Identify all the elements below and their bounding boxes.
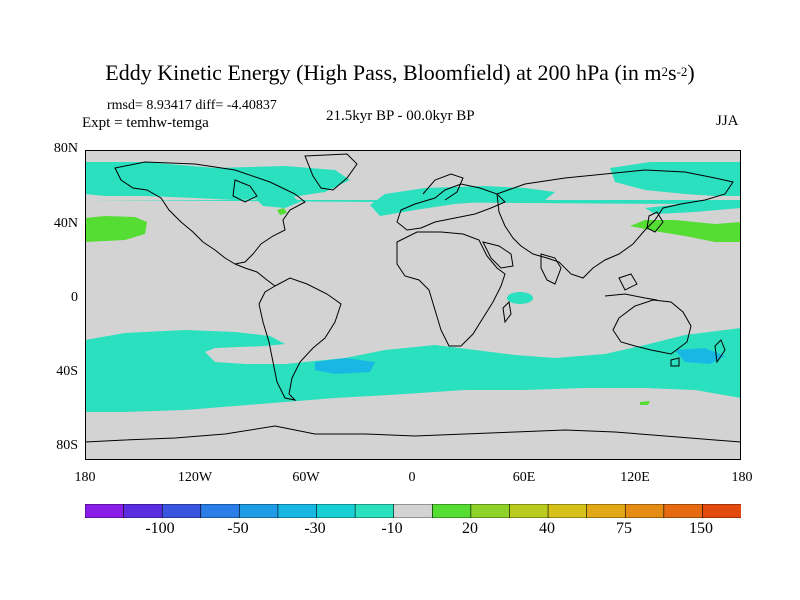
- colorbar-label-neg30: -30: [304, 520, 326, 537]
- map-frame: [85, 150, 741, 460]
- coast-madagascar: [502, 300, 512, 324]
- colorbar: [85, 504, 741, 518]
- coast-south-america: [258, 277, 342, 401]
- coast-greenland: [304, 153, 358, 191]
- period-label: 21.5kyr BP - 00.0kyr BP: [326, 108, 475, 124]
- stats-text: rmsd= 8.93417 diff= -4.40837: [107, 98, 277, 113]
- colorbar-label-neg100: -100: [145, 520, 175, 537]
- strong-patch-australia-south: [675, 348, 725, 364]
- coast-new-zealand: [714, 339, 726, 364]
- band-north-america-arctic: [85, 162, 350, 200]
- lon-label-0: 0: [408, 470, 416, 485]
- strong-patch-south-pacific: [315, 358, 375, 374]
- coast-asia: [496, 169, 734, 279]
- coast-scandinavia: [422, 173, 464, 201]
- coast-australia: [612, 299, 692, 355]
- season-label: JJA: [716, 113, 739, 129]
- coastlines: [85, 153, 741, 443]
- lon-label-60e: 60E: [512, 470, 536, 485]
- lat-label-80s: 80S: [56, 438, 78, 453]
- coast-tasmania: [670, 357, 680, 367]
- coast-arabia: [482, 241, 514, 269]
- colorbar-swatch: [663, 504, 704, 518]
- lon-label-180e: 180: [731, 470, 753, 485]
- coast-africa: [396, 231, 506, 347]
- lat-label-eq: 0: [71, 290, 78, 305]
- lon-label-180w: 180: [74, 470, 96, 485]
- title-main: Eddy Kinetic Energy (High Pass, Bloomfie…: [105, 60, 662, 85]
- colorbar-swatch: [277, 504, 318, 518]
- coast-japan: [646, 211, 664, 233]
- coast-indonesia: [604, 293, 658, 301]
- title-close: ): [687, 60, 695, 85]
- colorbar-swatch: [200, 504, 241, 518]
- coast-central-america: [234, 263, 276, 287]
- title-exp2: -2: [676, 64, 688, 79]
- figure-title: Eddy Kinetic Energy (High Pass, Bloomfie…: [0, 60, 800, 86]
- lon-label-120w: 120W: [177, 470, 213, 485]
- colorbar-label-75: 75: [616, 520, 632, 537]
- coast-borneo: [618, 273, 638, 291]
- lon-label-60w: 60W: [292, 470, 320, 485]
- experiment-label: Expt = temhw-temga: [82, 115, 209, 131]
- lat-label-40s: 40S: [56, 364, 78, 379]
- patch-south-atlantic: [507, 292, 533, 304]
- neg-patch-north-pacific-west: [85, 216, 147, 242]
- colorbar-swatch: [316, 504, 356, 518]
- colorbar-swatch: [547, 504, 588, 518]
- band-southern-ocean: [85, 328, 741, 412]
- colorbar-label-neg50: -50: [227, 520, 249, 537]
- colorbar-swatch: [123, 504, 163, 518]
- colorbar-label-neg10: -10: [381, 520, 403, 537]
- colorbar-swatch: [161, 504, 202, 518]
- lat-label-80n: 80N: [53, 141, 78, 156]
- colorbar-swatch: [509, 504, 549, 518]
- colorbar-swatch: [702, 504, 741, 518]
- coast-antarctica: [85, 425, 741, 443]
- band-north-pacific: [85, 200, 741, 214]
- colorbar-swatch: [239, 504, 279, 518]
- colorbar-swatch: [393, 504, 434, 518]
- colorbar-label-150: 150: [689, 520, 713, 537]
- neg-patch-south-small: [640, 401, 650, 405]
- world-map: [85, 150, 741, 460]
- colorbar-label-40: 40: [539, 520, 555, 537]
- colorbar-label-20: 20: [462, 520, 478, 537]
- neg-patch-atlantic-small: [277, 208, 287, 215]
- coast-india: [540, 253, 562, 285]
- colorbar-swatch: [586, 504, 627, 518]
- lon-label-120e: 120E: [620, 470, 650, 485]
- title-mid: s: [668, 60, 677, 85]
- colorbar-swatch: [470, 504, 511, 518]
- coast-north-america: [114, 161, 306, 265]
- coast-hudson: [232, 179, 258, 203]
- lat-label-40n: 40N: [53, 216, 78, 231]
- title-exp1: 2: [661, 64, 669, 79]
- neg-patch-north-pacific-east: [630, 220, 741, 242]
- colorbar-swatch: [354, 504, 395, 518]
- colorbar-swatch: [431, 504, 472, 518]
- colorbar-swatch: [85, 504, 125, 518]
- colorbar-swatch: [624, 504, 665, 518]
